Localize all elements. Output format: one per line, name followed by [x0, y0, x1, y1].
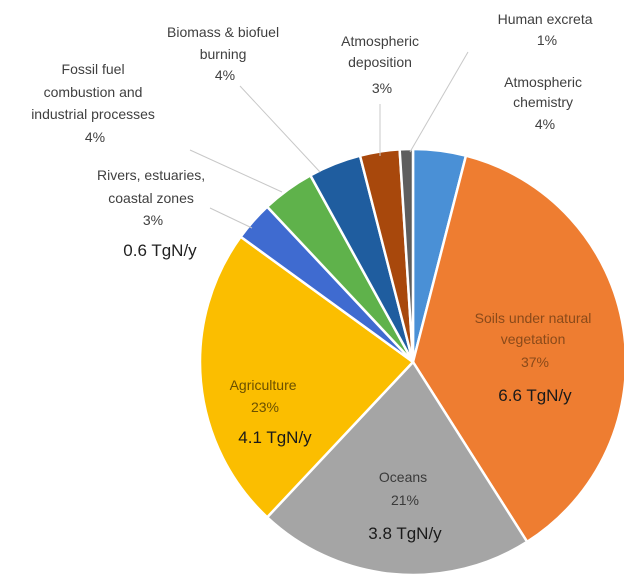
- amount-oceans: 3.8 TgN/y: [368, 524, 442, 543]
- leader-line-biomass: [239, 85, 321, 173]
- label-atmospheric-chemistry: Atmospheric chemistry 4%: [504, 74, 586, 132]
- label-fossil: Fossil fuel combustion and industrial pr…: [31, 61, 159, 145]
- label-agriculture: Agriculture 23%: [230, 377, 301, 415]
- leader-line-human-excreta: [409, 51, 469, 153]
- pie-slice-soils-under-natural-vegetation: [411, 154, 624, 544]
- leader-line-fossil: [189, 149, 283, 193]
- pie-slice-oceans: [265, 360, 529, 576]
- amount-rivers: 0.6 TgN/y: [123, 241, 197, 260]
- label-biomass: Biomass & biofuel burning 4%: [167, 24, 283, 83]
- label-soils: Soils under natural vegetation 37%: [475, 310, 596, 370]
- label-rivers: Rivers, estuaries, coastal zones 3%: [97, 167, 209, 228]
- pie-slice-agriculture: [198, 235, 415, 519]
- label-atmospheric-deposition: Atmospheric deposition 3%: [341, 33, 423, 96]
- amount-agriculture: 4.1 TgN/y: [238, 428, 312, 447]
- label-human-excreta: Human excreta 1%: [498, 11, 597, 48]
- leader-line-rivers: [209, 207, 253, 229]
- pie-slice-human-excreta: [398, 147, 415, 364]
- leader-lines: [189, 51, 469, 229]
- label-oceans: Oceans 21%: [379, 469, 431, 508]
- pie-slices: [198, 147, 624, 576]
- amount-soils: 6.6 TgN/y: [498, 386, 572, 405]
